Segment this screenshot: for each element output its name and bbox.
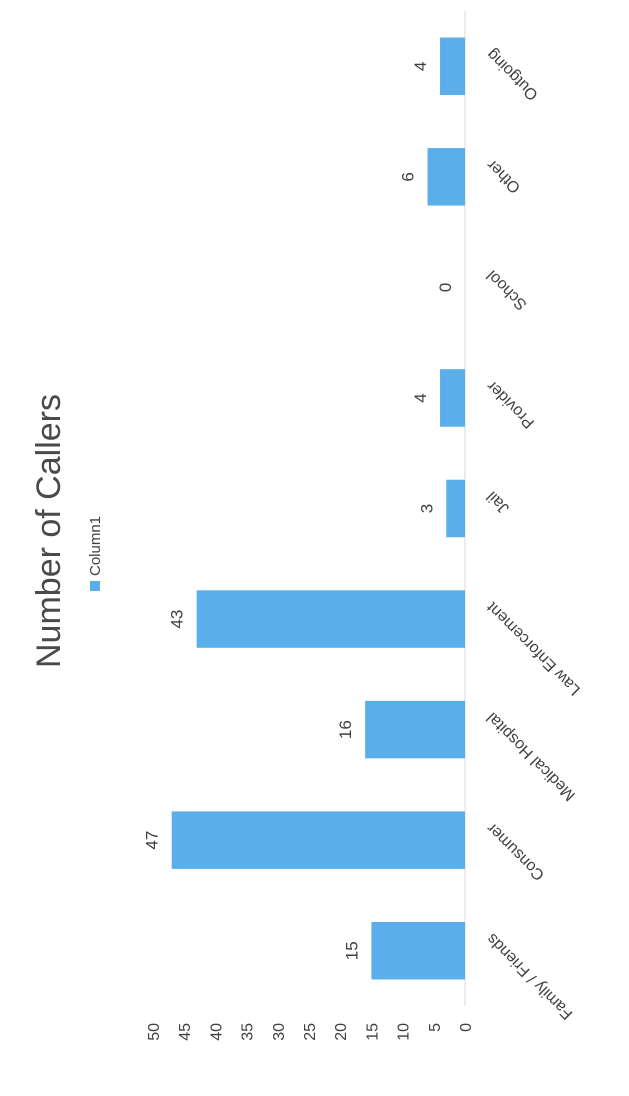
bar <box>371 921 465 980</box>
y-tick-label: 0 <box>458 1023 475 1032</box>
x-tick-label: Consumer <box>483 819 548 884</box>
y-tick-label: 25 <box>302 1023 319 1041</box>
x-tick-label: Medical Hospital <box>484 709 579 804</box>
data-label: 6 <box>399 172 418 181</box>
data-label: 4 <box>411 62 430 71</box>
legend-swatch <box>90 581 100 591</box>
data-label: 16 <box>336 720 355 739</box>
y-axis: 0 5 10 15 20 25 30 35 40 45 50 <box>146 1023 475 1041</box>
data-labels: 15 47 16 43 3 4 0 6 4 <box>143 62 455 961</box>
x-tick-label: School <box>484 267 531 314</box>
y-tick-label: 50 <box>146 1023 163 1041</box>
chart-title: Number of Callers <box>30 394 68 668</box>
x-tick-label: Outgoing <box>484 45 542 103</box>
x-tick-label: Law Enforcement <box>483 598 583 698</box>
legend: Column1 <box>87 516 104 591</box>
data-label: 0 <box>436 283 455 292</box>
x-tick-label: Provider <box>483 377 538 432</box>
y-tick-label: 20 <box>333 1023 350 1041</box>
y-tick-label: 30 <box>271 1023 288 1041</box>
y-tick-label: 35 <box>240 1023 257 1041</box>
data-label: 43 <box>168 610 187 629</box>
y-tick-label: 45 <box>177 1023 194 1041</box>
bar <box>365 700 465 759</box>
data-label: 4 <box>411 393 430 402</box>
bar <box>446 479 465 538</box>
data-label: 15 <box>342 941 361 960</box>
y-tick-label: 10 <box>396 1023 413 1041</box>
x-tick-label: Jail <box>484 488 513 517</box>
x-tick-label: Other <box>483 156 524 197</box>
data-label: 47 <box>143 831 162 850</box>
data-label: 3 <box>417 504 436 513</box>
bar <box>171 811 465 869</box>
y-tick-label: 5 <box>427 1023 444 1032</box>
bar <box>196 590 465 648</box>
x-tick-label: Family / Friends <box>484 930 576 1022</box>
bar <box>427 148 465 206</box>
bar <box>440 369 466 427</box>
legend-label: Column1 <box>87 516 104 576</box>
bar <box>440 37 466 96</box>
x-axis: Family / Friends Consumer Medical Hospital… <box>483 45 584 1022</box>
y-tick-label: 15 <box>364 1023 381 1041</box>
bars <box>171 37 466 980</box>
y-tick-label: 40 <box>208 1023 225 1041</box>
